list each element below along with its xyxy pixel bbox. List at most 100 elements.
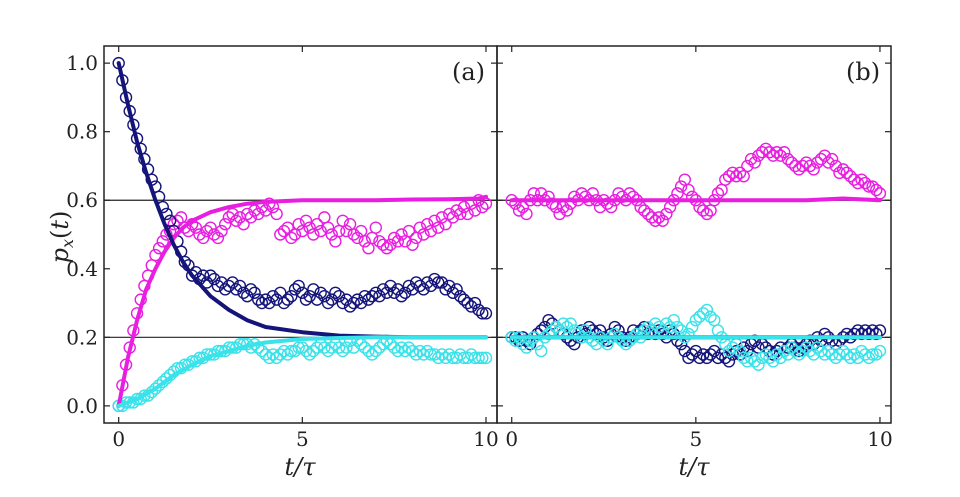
data-point: [332, 341, 346, 354]
data-point: [351, 231, 364, 245]
panel-a-plot-area: 0 5 10 0.0 0.2 0.4 0.6 0.8 1.0: [66, 46, 499, 451]
data-point: [520, 341, 533, 354]
data-point: [708, 344, 721, 358]
data-point: [446, 211, 460, 224]
data-point: [623, 334, 636, 347]
y-tick-label: 0.2: [66, 325, 98, 349]
data-point: [627, 190, 640, 204]
data-point: [421, 344, 434, 358]
data-point: [689, 344, 703, 358]
data-point: [207, 228, 221, 241]
data-point: [432, 351, 445, 365]
navy-markers: [112, 56, 493, 320]
y-tick-label: 0.0: [66, 394, 98, 418]
data-point: [266, 289, 280, 303]
data-point: [645, 211, 658, 224]
data-point: [450, 283, 463, 296]
data-point: [314, 286, 327, 299]
y-tick-label: 0.4: [66, 257, 98, 281]
data-point: [847, 327, 861, 341]
data-point: [211, 231, 225, 245]
data-point: [818, 327, 831, 341]
data-point: [354, 296, 368, 310]
data-point: [479, 351, 493, 365]
data-point: [365, 289, 379, 303]
data-point: [774, 351, 787, 365]
data-point: [468, 296, 482, 310]
data-point: [685, 320, 699, 334]
data-point: [318, 211, 331, 224]
data-point: [608, 327, 622, 341]
data-point: [362, 242, 375, 255]
data-point: [347, 296, 360, 310]
data-point: [476, 351, 489, 365]
data-point: [244, 211, 258, 224]
data-point: [226, 276, 239, 289]
data-point: [763, 146, 776, 159]
data-point: [376, 238, 390, 251]
data-point: [719, 351, 732, 365]
data-point: [472, 303, 485, 317]
data-point: [384, 238, 397, 251]
data-point: [766, 355, 780, 368]
panel-b-frame: [496, 45, 892, 424]
magenta-markers: [112, 194, 493, 413]
data-point: [534, 344, 548, 358]
data-point: [204, 269, 217, 282]
data-point: [369, 344, 382, 358]
data-point: [859, 176, 872, 190]
cyan-markers: [112, 334, 493, 413]
data-point: [343, 300, 357, 313]
panel-a-xlabel: t/τ: [284, 453, 316, 481]
x-tick-label: 10: [473, 427, 498, 451]
data-point: [792, 163, 806, 176]
data-point: [733, 166, 747, 180]
data-point: [752, 358, 765, 371]
data-point: [204, 221, 217, 234]
data-point: [398, 344, 412, 358]
data-point: [432, 276, 445, 289]
data-point: [362, 293, 375, 306]
data-point: [851, 176, 865, 190]
data-point: [318, 289, 331, 303]
data-point: [814, 344, 828, 358]
data-point: [582, 320, 596, 334]
data-point: [752, 149, 765, 162]
data-point: [292, 218, 305, 231]
data-point: [263, 296, 276, 310]
data-point: [667, 327, 680, 341]
data-point: [811, 341, 824, 354]
data-point: [766, 348, 780, 361]
data-point: [255, 344, 269, 358]
data-point: [457, 200, 471, 214]
data-point: [726, 341, 739, 354]
data-point: [413, 344, 427, 358]
x-tick-label: 5: [689, 427, 702, 451]
data-point: [557, 317, 570, 330]
data-point: [741, 344, 754, 358]
data-point: [321, 221, 335, 234]
data-point: [292, 341, 305, 354]
panel-a-ylabel: px(t): [46, 211, 77, 264]
data-point: [325, 341, 338, 354]
data-point: [663, 200, 677, 214]
x-tick-label: 10: [867, 427, 892, 451]
data-point: [347, 228, 360, 241]
data-point: [233, 279, 247, 293]
data-point: [252, 293, 265, 306]
data-point: [373, 341, 386, 354]
data-point: [870, 183, 883, 197]
data-point: [303, 348, 316, 361]
data-point: [387, 341, 401, 354]
data-point: [866, 348, 879, 361]
data-point: [321, 296, 335, 310]
y-tick-label: 0.6: [66, 188, 98, 212]
data-point: [542, 327, 555, 341]
data-point: [219, 218, 232, 231]
data-point: [785, 156, 798, 169]
data-point: [156, 235, 169, 248]
data-point: [310, 293, 324, 306]
data-point: [818, 149, 831, 162]
data-point: [384, 279, 397, 293]
data-point: [336, 344, 349, 358]
